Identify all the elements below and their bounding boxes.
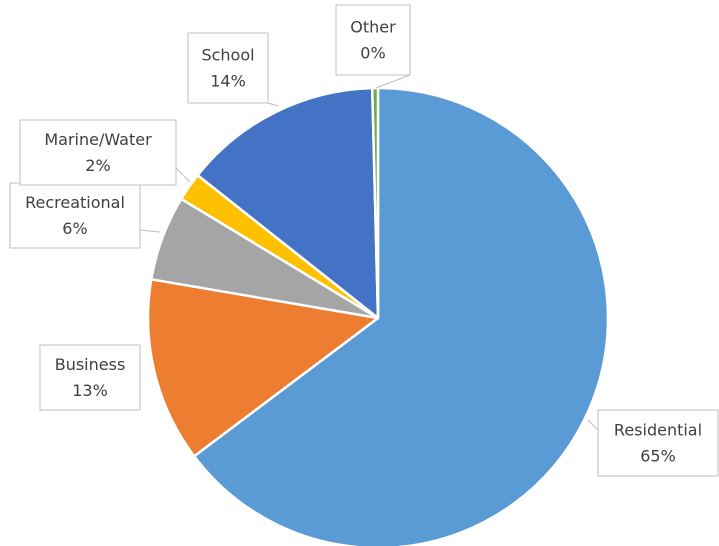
leader-line — [139, 229, 161, 233]
value-label: 65% — [640, 447, 676, 466]
category-label: School — [201, 46, 254, 65]
label-box — [39, 344, 141, 411]
category-label: Residential — [614, 421, 702, 440]
pie-slice — [370, 86, 380, 320]
pie-slice — [192, 86, 610, 546]
category-label: Marine/Water — [44, 130, 152, 149]
category-label: Recreational — [25, 193, 125, 212]
label-box — [597, 409, 719, 477]
value-label: 2% — [85, 156, 110, 175]
leader-line — [587, 419, 599, 431]
label-box — [335, 4, 411, 76]
value-label: 0% — [360, 44, 385, 63]
leader-line — [267, 102, 279, 107]
label-box — [19, 119, 177, 186]
pie-slice — [146, 278, 380, 458]
value-label: 13% — [72, 381, 108, 400]
pie-slice — [196, 86, 380, 320]
leader-line — [175, 167, 191, 183]
leader-line — [375, 74, 411, 89]
category-label: Other — [350, 18, 396, 37]
value-label: 14% — [210, 72, 246, 91]
label-box — [187, 32, 269, 104]
value-label: 6% — [62, 219, 87, 238]
category-label: Business — [55, 355, 126, 374]
